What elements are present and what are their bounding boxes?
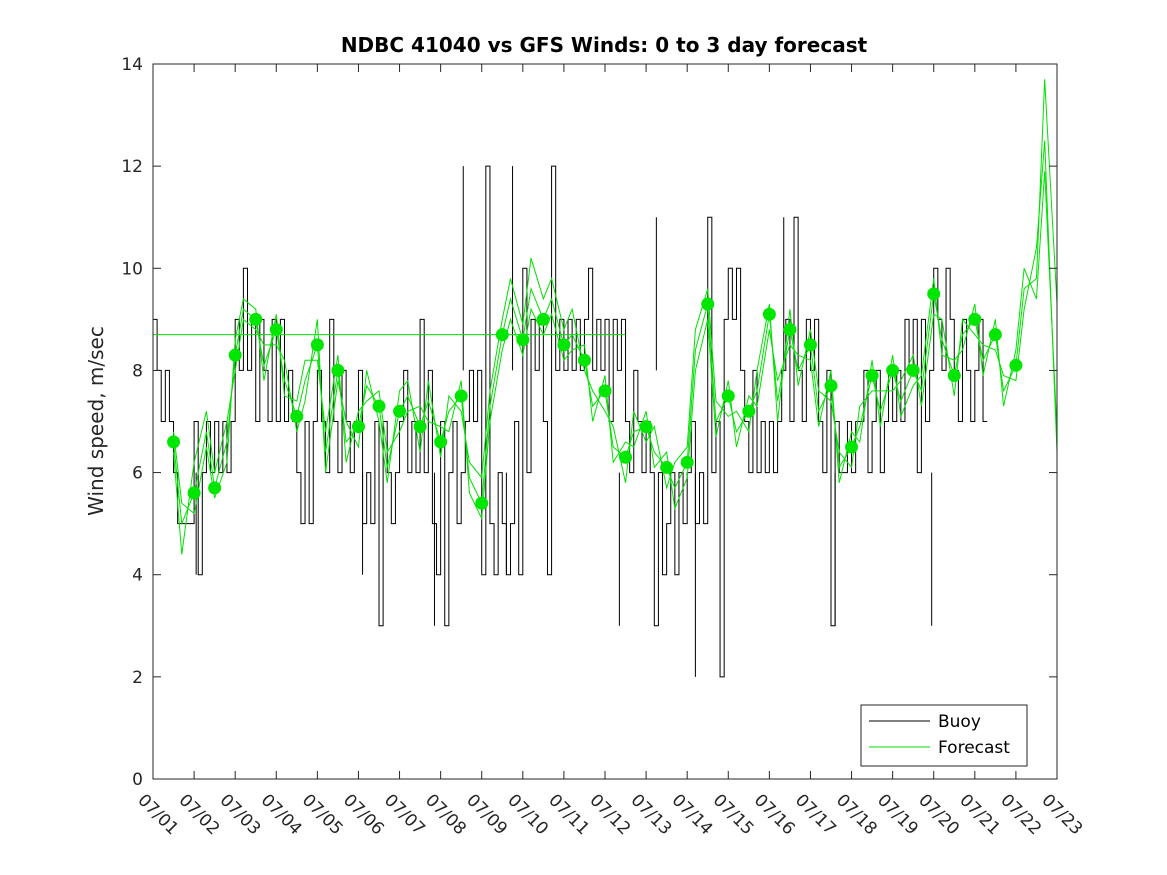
forecast-marker [167, 435, 181, 449]
forecast-marker [434, 435, 448, 449]
forecast-markers [167, 287, 1023, 510]
forecast-marker [660, 460, 674, 474]
forecast-marker [1009, 358, 1023, 372]
forecast-marker [577, 353, 591, 367]
y-tick-label: 14 [121, 55, 143, 75]
y-tick-label: 0 [132, 770, 143, 790]
forecast-marker [310, 338, 324, 352]
forecast-marker [762, 307, 776, 321]
forecast-marker [988, 328, 1002, 342]
y-tick-label: 8 [132, 361, 143, 381]
y-tick-label: 10 [121, 259, 143, 279]
forecast-marker [680, 455, 694, 469]
forecast-marker [721, 389, 735, 403]
forecast-marker [619, 450, 633, 464]
forecast-marker [495, 328, 509, 342]
forecast-marker [639, 420, 653, 434]
forecast-marker [454, 389, 468, 403]
legend-buoy-label: Buoy [938, 712, 981, 732]
legend: Buoy Forecast [860, 704, 1028, 767]
forecast-marker [803, 338, 817, 352]
y-tick-label: 4 [132, 566, 143, 586]
forecast-marker [516, 333, 530, 347]
y-axis: 0 2 4 6 8 10 12 14 [121, 55, 1057, 790]
forecast-marker [351, 420, 365, 434]
forecast-marker [187, 486, 201, 500]
plot-area [153, 79, 1057, 678]
y-axis-label: Wind speed, m/sec [84, 326, 108, 516]
y-tick-label: 12 [121, 157, 143, 177]
forecast-marker [475, 496, 489, 510]
forecast-marker [824, 379, 838, 393]
forecast-line [173, 171, 1057, 521]
forecast-marker [886, 363, 900, 377]
forecast-marker [413, 420, 427, 434]
forecast-marker [947, 369, 961, 383]
forecast-marker [228, 348, 242, 362]
forecast-marker [536, 312, 550, 326]
forecast-marker [331, 363, 345, 377]
forecast-line [173, 140, 1057, 555]
forecast-marker [927, 287, 941, 301]
forecast-marker [208, 481, 222, 495]
legend-box [860, 704, 1028, 767]
forecast-marker [783, 323, 797, 337]
forecast-series [153, 79, 1057, 555]
forecast-marker [906, 363, 920, 377]
forecast-marker [701, 297, 715, 311]
forecast-marker [372, 399, 386, 413]
legend-forecast-label: Forecast [938, 738, 1010, 758]
forecast-marker [557, 338, 571, 352]
forecast-marker [249, 312, 263, 326]
y-tick-label: 2 [132, 668, 143, 688]
forecast-marker [269, 323, 283, 337]
forecast-marker [598, 384, 612, 398]
chart-title: NDBC 41040 vs GFS Winds: 0 to 3 day fore… [341, 33, 868, 57]
forecast-marker [865, 369, 879, 383]
forecast-marker [290, 409, 304, 423]
forecast-marker [968, 312, 982, 326]
forecast-marker [742, 404, 756, 418]
forecast-marker [393, 404, 407, 418]
y-tick-label: 6 [132, 464, 143, 484]
forecast-marker [845, 440, 859, 454]
